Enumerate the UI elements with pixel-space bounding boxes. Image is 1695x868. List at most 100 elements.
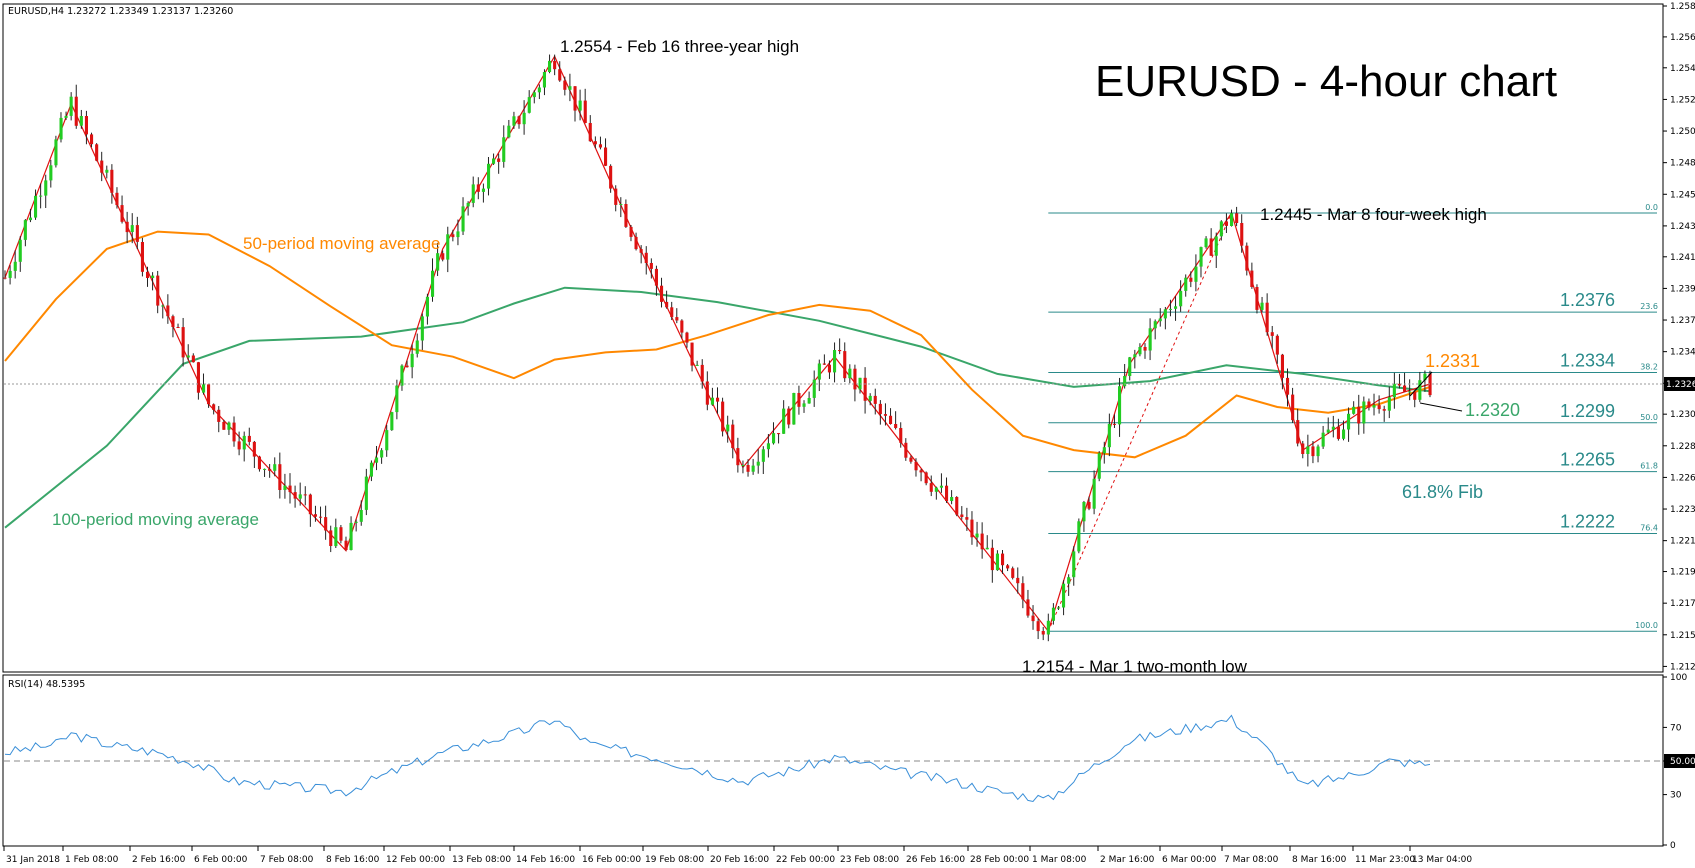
last-price-label: 1.23260 <box>1666 380 1695 390</box>
candle-body <box>100 160 104 173</box>
time-tick-label: 1 Mar 08:00 <box>1032 855 1087 865</box>
price-tick-label: 1.25675 <box>1670 33 1695 43</box>
candle-body <box>1016 577 1020 584</box>
candle-body <box>537 87 541 93</box>
candle-body <box>980 533 984 550</box>
candle-body <box>721 401 725 432</box>
candle-body <box>476 184 480 192</box>
time-tick-label: 23 Feb 08:00 <box>840 855 899 865</box>
time-tick-label: 2 Feb 16:00 <box>132 855 186 865</box>
price-tick-label: 1.24145 <box>1670 253 1695 263</box>
candle-body <box>232 422 236 442</box>
candle-body <box>914 461 918 471</box>
candle-body <box>1291 394 1295 421</box>
candle-body <box>710 397 714 405</box>
candle-body <box>497 158 501 162</box>
candle-body <box>3 277 7 279</box>
candle-body <box>207 384 211 405</box>
candle-body <box>1112 423 1116 425</box>
candle-body <box>242 435 246 450</box>
candle-body <box>1311 446 1315 457</box>
time-tick-label: 26 Feb 16:00 <box>906 855 965 865</box>
candle-body <box>731 424 735 449</box>
candle-body <box>614 188 618 205</box>
ma100-label: 100-period moving average <box>52 510 259 529</box>
candle-body <box>95 144 99 161</box>
time-tick-label: 8 Feb 16:00 <box>326 855 380 865</box>
candle-body <box>487 163 491 189</box>
candle-body <box>1280 354 1284 378</box>
candle-body <box>293 492 297 499</box>
candle-body <box>1051 607 1055 621</box>
candle-body <box>1133 354 1137 358</box>
candle-body <box>1021 583 1025 600</box>
candle-body <box>1087 502 1091 509</box>
time-tick-label: 6 Feb 00:00 <box>194 855 248 865</box>
candle-body <box>263 468 267 470</box>
candle-body <box>395 385 399 413</box>
candle-body <box>1163 309 1167 319</box>
candle-body <box>415 340 419 354</box>
candle-body <box>1001 553 1005 566</box>
candle-body <box>18 239 22 262</box>
candle-body <box>670 307 674 318</box>
candle-body <box>364 476 368 510</box>
candle-body <box>532 92 536 98</box>
candle-body <box>461 206 465 232</box>
candle-body <box>298 494 302 499</box>
candle-body <box>1286 377 1290 395</box>
candle-body <box>1011 568 1015 578</box>
candle-body <box>863 377 867 401</box>
candle-body <box>171 316 175 327</box>
candle-body <box>802 403 806 407</box>
candle-body <box>74 96 78 126</box>
fib-value-76.4: 1.2222 <box>1560 511 1615 531</box>
chart-header: EURUSD,H4 1.23272 1.23349 1.23137 1.2326… <box>8 6 233 17</box>
fib-pct-61.8: 61.8 <box>1640 462 1658 471</box>
candle-body <box>1224 221 1228 226</box>
candle-body <box>308 494 312 515</box>
candle-body <box>283 485 287 490</box>
time-tick-label: 31 Jan 2018 <box>6 855 60 865</box>
candle-body <box>904 442 908 458</box>
candle-body <box>28 217 32 221</box>
candle-body <box>583 100 587 123</box>
candle-body <box>49 165 53 181</box>
ma50-label: 50-period moving average <box>243 234 441 253</box>
candle-body <box>420 316 424 341</box>
candle-body <box>1342 429 1346 439</box>
fib-pct-0.0: 0.0 <box>1645 203 1658 212</box>
candle-body <box>34 195 38 218</box>
candle-body <box>619 204 623 205</box>
fib-value-50.0: 1.2299 <box>1560 401 1615 421</box>
candle-body <box>965 517 969 520</box>
rsi-tick-label: 50.0000 <box>1670 757 1695 767</box>
time-tick-label: 13 Feb 08:00 <box>452 855 511 865</box>
fib-pct-50.0: 50.0 <box>1640 413 1658 422</box>
candle-body <box>777 433 781 435</box>
main-panel-frame <box>2 3 1664 673</box>
candle-body <box>359 510 363 522</box>
candle-body <box>1184 277 1188 291</box>
rsi-tick-label: 0 <box>1670 841 1676 851</box>
candle-body <box>23 220 27 240</box>
ma100-line <box>4 286 1431 529</box>
candle-body <box>1219 221 1223 237</box>
candle-body <box>115 192 119 206</box>
candle-body <box>761 449 765 462</box>
candle-body <box>1296 420 1300 444</box>
candle-body <box>705 381 709 405</box>
candle-body <box>1174 306 1178 309</box>
fib-anchor-line <box>1047 212 1232 632</box>
candle-body <box>878 403 882 415</box>
candle-body <box>339 527 343 541</box>
candle-body <box>660 285 664 302</box>
rsi-tick-label: 30 <box>1670 791 1682 801</box>
candle-body <box>629 226 633 237</box>
candle-body <box>456 231 460 238</box>
candle-body <box>84 116 88 135</box>
candle-body <box>1352 406 1356 414</box>
candle-body <box>1072 551 1076 578</box>
price-tick-label: 1.25460 <box>1670 64 1695 74</box>
time-tick-label: 13 Mar 04:00 <box>1412 855 1472 865</box>
